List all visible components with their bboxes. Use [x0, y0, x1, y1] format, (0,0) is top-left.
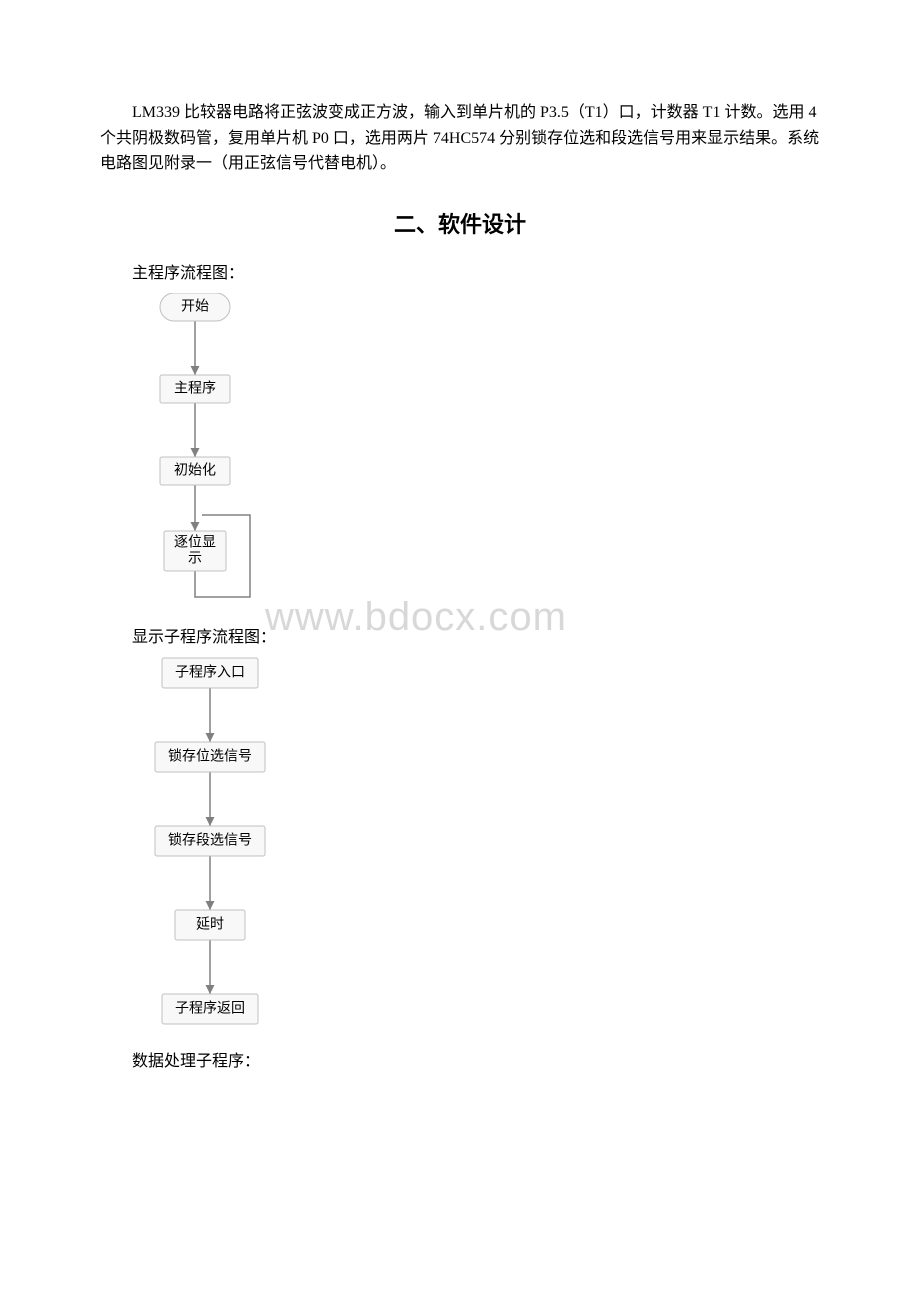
- svg-text:示: 示: [188, 551, 202, 566]
- svg-text:延时: 延时: [196, 916, 224, 932]
- svg-text:锁存位选信号: 锁存位选信号: [168, 748, 252, 764]
- svg-text:主程序: 主程序: [174, 380, 216, 396]
- subtitle-main-flow: 主程序流程图：: [100, 259, 820, 283]
- svg-text:子程序返回: 子程序返回: [175, 1000, 245, 1016]
- section-title: 二、软件设计: [100, 207, 820, 239]
- subtitle-display-flow: 显示子程序流程图：: [100, 623, 820, 647]
- svg-text:逐位显: 逐位显: [174, 534, 216, 550]
- intro-paragraph: LM339 比较器电路将正弦波变成正方波，输入到单片机的 P3.5（T1）口，计…: [100, 100, 820, 177]
- subtitle-data-process: 数据处理子程序：: [100, 1047, 820, 1071]
- main-flowchart: 开始主程序初始化逐位显示: [140, 293, 820, 613]
- display-flowchart: 子程序入口锁存位选信号锁存段选信号延时子程序返回: [140, 657, 820, 1037]
- svg-text:初始化: 初始化: [174, 461, 216, 478]
- svg-text:子程序入口: 子程序入口: [175, 664, 245, 680]
- svg-text:锁存段选信号: 锁存段选信号: [168, 832, 252, 848]
- svg-text:开始: 开始: [181, 298, 209, 314]
